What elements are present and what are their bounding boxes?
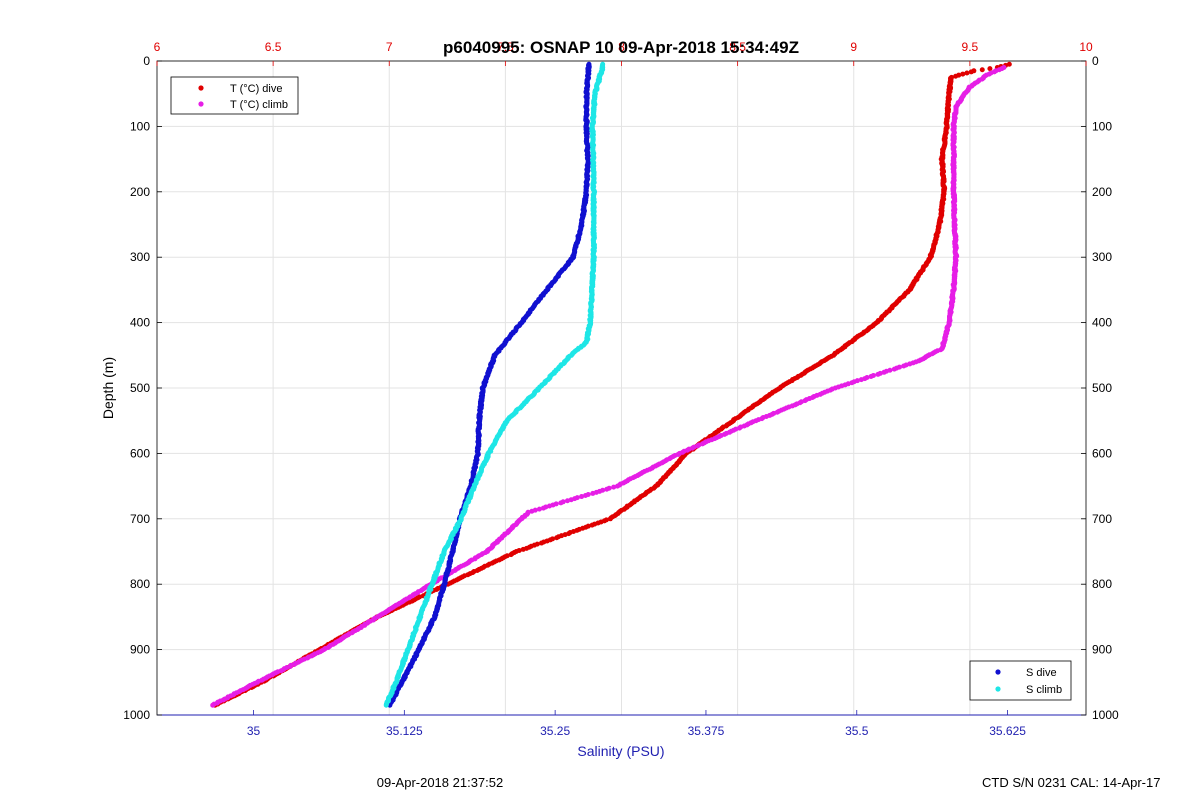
data-point xyxy=(579,494,585,500)
top-tick-label-temperature: 6.5 xyxy=(265,40,282,54)
data-point xyxy=(604,486,610,492)
data-point xyxy=(614,483,620,489)
data-point xyxy=(875,371,881,377)
data-point xyxy=(383,702,389,708)
bottom-tick-label-salinity: 35.375 xyxy=(688,724,725,738)
top-tick-label-temperature: 7 xyxy=(386,40,393,54)
data-series xyxy=(210,61,1012,708)
data-point xyxy=(536,506,542,512)
y-tick-label-right: 400 xyxy=(1092,316,1112,330)
legend-label-s-climb: S climb xyxy=(1026,684,1062,696)
y-tick-label-right: 900 xyxy=(1092,643,1112,657)
top-tick-label-temperature: 9 xyxy=(850,40,857,54)
data-point xyxy=(539,540,545,546)
data-point xyxy=(881,369,887,375)
data-point xyxy=(210,702,216,708)
data-point xyxy=(554,535,560,541)
data-point xyxy=(968,69,974,75)
top-tick-label-temperature: 10 xyxy=(1079,40,1093,54)
data-point xyxy=(964,70,970,76)
legend-label-s-dive: S dive xyxy=(1026,667,1057,679)
y-tick-label-right: 500 xyxy=(1092,381,1112,395)
series-s-climb xyxy=(383,61,606,708)
bottom-tick-label-salinity: 35.5 xyxy=(845,724,869,738)
data-point xyxy=(987,66,993,72)
footer-ctd-info: CTD S/N 0231 CAL: 14-Apr-17 xyxy=(982,775,1160,790)
data-point xyxy=(564,498,570,504)
data-point xyxy=(568,497,574,503)
y-tick-label-right: 0 xyxy=(1092,54,1099,68)
y-tick-label-left: 600 xyxy=(130,446,150,460)
y-tick-label-right: 200 xyxy=(1092,185,1112,199)
data-point xyxy=(858,377,864,383)
data-point xyxy=(953,73,959,79)
data-point xyxy=(529,508,535,514)
data-point xyxy=(590,490,596,496)
data-point xyxy=(1006,61,1012,67)
y-axis-label: Depth (m) xyxy=(100,357,116,419)
y-tick-label-left: 1000 xyxy=(123,708,150,722)
series-t-c-climb xyxy=(210,65,1007,708)
y-tick-label-left: 900 xyxy=(130,643,150,657)
legend-marker-s-dive xyxy=(995,669,1001,675)
y-tick-label-right: 100 xyxy=(1092,119,1112,133)
y-tick-label-left: 200 xyxy=(130,185,150,199)
data-point xyxy=(611,484,617,490)
data-point xyxy=(558,500,564,506)
series-s-dive xyxy=(387,61,592,708)
data-point xyxy=(582,493,588,499)
y-tick-label-right: 800 xyxy=(1092,577,1112,591)
chart-title: p6040995: OSNAP 10 09-Apr-2018 15:34:49Z xyxy=(443,38,799,57)
top-tick-label-temperature: 8 xyxy=(618,40,625,54)
x-axis-label-salinity: Salinity (PSU) xyxy=(577,743,664,759)
top-tick-label-temperature: 9.5 xyxy=(962,40,979,54)
legend-salinity-box xyxy=(969,660,1072,701)
data-point xyxy=(979,67,985,73)
top-tick-label-temperature: 6 xyxy=(154,40,161,54)
data-point xyxy=(589,522,595,528)
bottom-tick-label-salinity: 35.125 xyxy=(386,724,423,738)
legend-label-t-climb: T (°C) climb xyxy=(230,99,288,111)
data-point xyxy=(960,71,966,77)
y-tick-label-right: 600 xyxy=(1092,446,1112,460)
y-tick-label-left: 700 xyxy=(130,512,150,526)
bottom-tick-label-salinity: 35.625 xyxy=(989,724,1026,738)
top-tick-label-temperature: 8.5 xyxy=(729,40,746,54)
legend-salinity: S dive S climb xyxy=(969,660,1072,701)
y-tick-label-left: 100 xyxy=(130,119,150,133)
data-point xyxy=(508,552,514,558)
data-point xyxy=(607,516,613,522)
legend-temperature: T (°C) dive T (°C) climb xyxy=(170,76,299,115)
footer-timestamp: 09-Apr-2018 21:37:52 xyxy=(377,775,503,790)
data-point xyxy=(540,505,546,511)
legend-marker-t-climb xyxy=(198,101,204,107)
data-point xyxy=(868,373,874,379)
data-point xyxy=(520,546,526,552)
y-tick-label-left: 800 xyxy=(130,577,150,591)
legend-label-t-dive: T (°C) dive xyxy=(230,83,282,95)
data-point xyxy=(901,363,907,369)
y-tick-label-right: 1000 xyxy=(1092,708,1119,722)
y-tick-label-left: 0 xyxy=(143,54,150,68)
y-tick-label-left: 500 xyxy=(130,381,150,395)
top-tick-label-temperature: 7.5 xyxy=(497,40,514,54)
axis-ticks: 0 0 100 100 200 200 300 300 400 400 500 500 600 600 70… xyxy=(123,40,1119,738)
legend-marker-s-climb xyxy=(995,686,1001,692)
legend-temperature-box xyxy=(170,76,299,115)
y-tick-label-left: 300 xyxy=(130,250,150,264)
y-tick-label-left: 400 xyxy=(130,316,150,330)
bottom-tick-label-salinity: 35.25 xyxy=(540,724,570,738)
data-point xyxy=(891,366,897,372)
legend-marker-t-dive xyxy=(198,85,204,91)
bottom-tick-label-salinity: 35 xyxy=(247,724,261,738)
y-tick-label-right: 700 xyxy=(1092,512,1112,526)
y-tick-label-right: 300 xyxy=(1092,250,1112,264)
